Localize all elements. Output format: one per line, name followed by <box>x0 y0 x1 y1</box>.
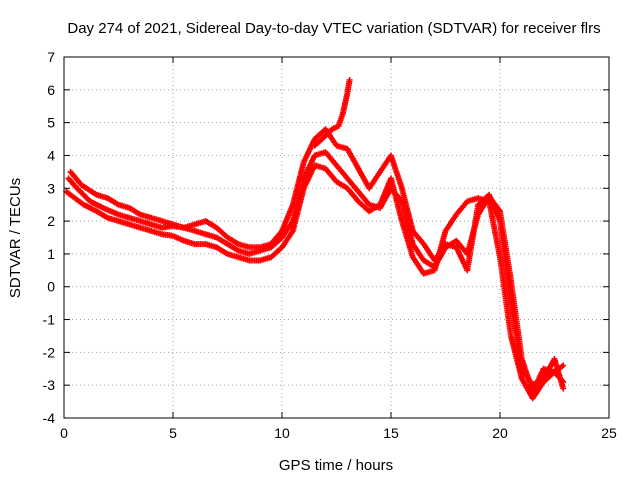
y-tick-label: 6 <box>47 82 55 98</box>
x-tick-label: 5 <box>169 425 177 441</box>
x-axis-label: GPS time / hours <box>279 457 393 474</box>
y-tick-label: -2 <box>43 344 56 360</box>
series-markers <box>311 77 353 149</box>
y-axis-label: SDTVAR / TECUs <box>7 178 24 298</box>
data-series <box>63 77 567 402</box>
y-tick-label: 3 <box>47 180 55 196</box>
series-track-4 <box>311 77 353 149</box>
y-tick-label: 0 <box>47 279 55 295</box>
plot-frame <box>63 56 610 419</box>
y-tick-label: 7 <box>47 49 55 65</box>
x-tick-label: 0 <box>60 425 68 441</box>
series-track-3 <box>67 126 567 392</box>
axis-ticks: 0 5 10 15 20 25 -4 -3 -2 -1 0 1 2 3 4 5 6 7 <box>43 49 617 441</box>
y-tick-label: -4 <box>43 410 56 426</box>
x-tick-label: 10 <box>274 425 290 441</box>
y-tick-label: -3 <box>43 377 56 393</box>
y-tick-label: 2 <box>47 213 55 229</box>
y-tick-label: 4 <box>47 147 55 163</box>
chart-title: Day 274 of 2021, Sidereal Day-to-day VTE… <box>67 20 600 37</box>
x-tick-label: 25 <box>601 425 617 441</box>
y-tick-label: 1 <box>47 246 55 262</box>
grid-lines <box>64 57 609 418</box>
x-tick-label: 20 <box>492 425 508 441</box>
x-tick-label: 15 <box>383 425 399 441</box>
series-markers <box>67 126 567 392</box>
y-tick-label: -1 <box>43 312 56 328</box>
y-tick-label: 5 <box>47 115 55 131</box>
